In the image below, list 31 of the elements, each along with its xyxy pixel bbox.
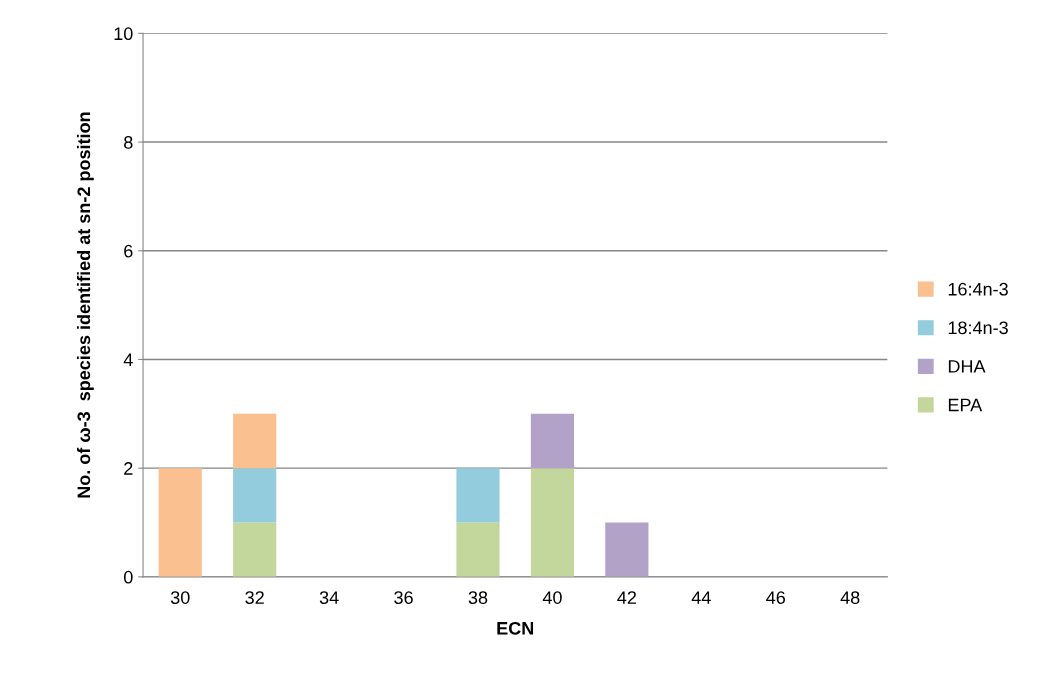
x-tick-label: 42 <box>617 591 637 604</box>
legend-label: DHA <box>948 360 986 373</box>
x-tick-label: 38 <box>468 591 488 604</box>
y-tick-label: 8 <box>124 135 133 149</box>
bar <box>530 413 575 469</box>
bar <box>456 468 500 523</box>
bar <box>456 522 500 577</box>
y-tick-label: 6 <box>124 244 133 258</box>
x-tick-label: 34 <box>319 591 339 604</box>
bar <box>158 468 202 577</box>
y-tick-label: 0 <box>123 570 133 584</box>
legend-label: 16:4n-3 <box>948 282 1008 296</box>
legend-label: EPA <box>948 398 983 412</box>
y-tick-label: 2 <box>124 462 133 475</box>
y-tick-label: 4 <box>123 353 133 366</box>
x-tick-label: 30 <box>170 591 190 604</box>
x-axis-title: ECN <box>497 621 534 635</box>
legend-label: 18:4n-3 <box>948 321 1008 335</box>
bar <box>605 522 649 577</box>
x-tick-label: 32 <box>245 591 264 604</box>
x-tick-label: 46 <box>766 591 785 604</box>
x-tick-label: 44 <box>691 591 711 604</box>
x-tick-label: 48 <box>840 591 860 604</box>
bar <box>530 468 575 577</box>
y-tick-label: 10 <box>114 27 133 41</box>
x-tick-label: 40 <box>542 591 562 604</box>
x-tick-label: 36 <box>394 591 413 604</box>
bar <box>233 522 277 577</box>
y-axis-title: No. of ω-3 species identified at sn-2 position <box>76 112 94 498</box>
bar <box>233 468 277 523</box>
bar <box>233 413 277 469</box>
